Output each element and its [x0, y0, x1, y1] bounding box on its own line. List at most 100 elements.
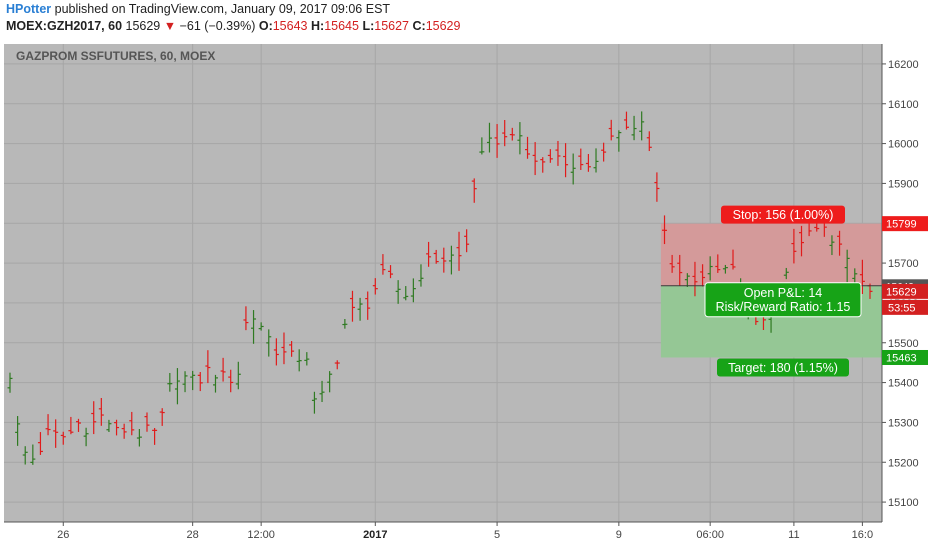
ohlc-bar — [91, 401, 97, 435]
ohlc-bar — [197, 371, 203, 392]
ohlc-bar — [205, 350, 211, 384]
ohlc-bar — [525, 136, 531, 159]
publish-line: HPotter published on TradingView.com, Ja… — [6, 2, 390, 16]
ohlc-bar — [517, 122, 523, 155]
ohlc-bar — [669, 254, 675, 273]
price-tick-label: 16100 — [888, 99, 919, 111]
time-tick-label: 5 — [494, 529, 500, 541]
ohlc-bar — [380, 254, 386, 275]
time-axis-bg — [0, 522, 932, 550]
ohlc-bar — [532, 142, 538, 176]
ohlc-bar — [570, 153, 576, 185]
ohlc-bar — [418, 264, 424, 287]
author-link[interactable]: HPotter — [6, 2, 52, 16]
ohlc-bar — [555, 140, 561, 166]
svg-text:53:55: 53:55 — [888, 302, 916, 314]
ohlc-bar — [494, 124, 500, 158]
ohlc-bar — [646, 131, 652, 152]
ohlc-bar — [585, 154, 591, 172]
ohlc-bar — [677, 254, 683, 286]
ohlc-bar — [426, 241, 432, 267]
ohlc-bar — [601, 142, 607, 162]
price-change: −61 (−0.39%) — [179, 19, 256, 33]
low-value: 15627 — [374, 19, 410, 33]
price-chart[interactable]: 1510015200153001540015500156001570015800… — [0, 40, 932, 550]
ohlc-bar — [60, 431, 66, 445]
close-label: C: — [412, 19, 426, 33]
time-tick-label: 06:00 — [696, 529, 724, 541]
target-label-text: Target: 180 (1.15%) — [728, 361, 838, 375]
open-value: 15643 — [272, 19, 308, 33]
price-tick-label: 15400 — [888, 378, 919, 390]
ohlc-bar — [509, 127, 515, 141]
ohlc-bar — [433, 249, 439, 264]
price-tag-stop: 15799 — [882, 216, 928, 232]
open-label: O: — [258, 19, 273, 33]
price-tag-countdown: 53:55 — [882, 299, 928, 315]
ohlc-bar — [616, 130, 622, 152]
ohlc-bar — [327, 371, 333, 393]
ohlc-bar — [715, 254, 721, 273]
ohlc-bar — [456, 231, 462, 271]
ohlc-bar — [266, 329, 272, 357]
price-tick-label: 15300 — [888, 417, 919, 429]
ohlc-bar — [692, 261, 698, 297]
ohlc-bar — [365, 291, 371, 320]
ohlc-bar — [372, 278, 378, 295]
ohlc-bar — [174, 368, 180, 405]
ohlc-bar — [98, 398, 104, 426]
ohlc-bar — [289, 341, 295, 357]
ohlc-bar — [403, 286, 409, 301]
ohlc-bar — [684, 273, 690, 287]
ohlc-bar — [639, 111, 645, 141]
risk-reward-ratio-text: Risk/Reward Ratio: 1.15 — [716, 300, 851, 314]
ohlc-bar — [144, 412, 150, 432]
price-tick-label: 16000 — [888, 139, 919, 151]
ohlc-bar — [212, 374, 218, 393]
ohlc-bar — [167, 373, 173, 392]
ohlc-bar — [152, 427, 158, 445]
ohlc-bar — [342, 319, 348, 329]
chart-container[interactable]: 1510015200153001540015500156001570015800… — [0, 40, 932, 550]
ohlc-bar — [334, 360, 340, 370]
ohlc-bars — [7, 111, 873, 465]
ohlc-bar — [83, 427, 89, 447]
open-pnl-text: Open P&L: 14 — [744, 286, 823, 300]
target-label[interactable]: Target: 180 (1.15%) — [717, 358, 849, 377]
svg-text:15799: 15799 — [886, 219, 917, 231]
ohlc-bar — [296, 349, 302, 372]
ohlc-bar — [837, 230, 843, 256]
high-value: 15645 — [324, 19, 359, 33]
time-axis[interactable]: 26 28 12:00 2017 5 9 06:00 11 16:0 — [0, 521, 932, 550]
ohlc-bar — [844, 249, 850, 283]
price-tick-label: 15700 — [888, 258, 919, 270]
ohlc-bar — [281, 332, 287, 365]
ohlc-bar — [349, 290, 355, 322]
ohlc-bar — [258, 322, 264, 331]
time-tick-label: 12:00 — [247, 529, 275, 541]
price-tick-label: 15100 — [888, 497, 919, 509]
triangle-down-icon: ▼ — [163, 19, 177, 33]
ohlc-bar — [502, 120, 508, 147]
ohlc-bar — [631, 115, 637, 141]
stop-label[interactable]: Stop: 156 (1.00%) — [721, 205, 845, 224]
ohlc-bar — [700, 264, 706, 287]
ohlc-bar — [22, 446, 28, 465]
ohlc-bar — [243, 306, 249, 331]
time-tick-label: 28 — [187, 529, 199, 541]
ohlc-bar — [37, 432, 43, 455]
ohlc-bar — [540, 157, 546, 173]
ohlc-bar — [45, 414, 51, 436]
chart-title: GAZPROM SSFUTURES, 60, MOEX — [16, 49, 215, 63]
stop-label-text: Stop: 156 (1.00%) — [733, 208, 834, 222]
ohlc-bar — [464, 229, 470, 253]
svg-text:15463: 15463 — [886, 352, 917, 364]
symbol-name: MOEX:GZH2017, 60 — [6, 19, 123, 33]
ohlc-bar — [662, 215, 668, 245]
ohlc-bar — [730, 249, 736, 270]
last-price: 15629 — [125, 19, 161, 33]
ohlc-bar — [563, 143, 569, 178]
time-tick-label: 16:0 — [852, 529, 873, 541]
ohlc-bar — [791, 228, 797, 264]
pnl-label[interactable]: Open P&L: 14 Risk/Reward Ratio: 1.15 — [704, 282, 862, 318]
